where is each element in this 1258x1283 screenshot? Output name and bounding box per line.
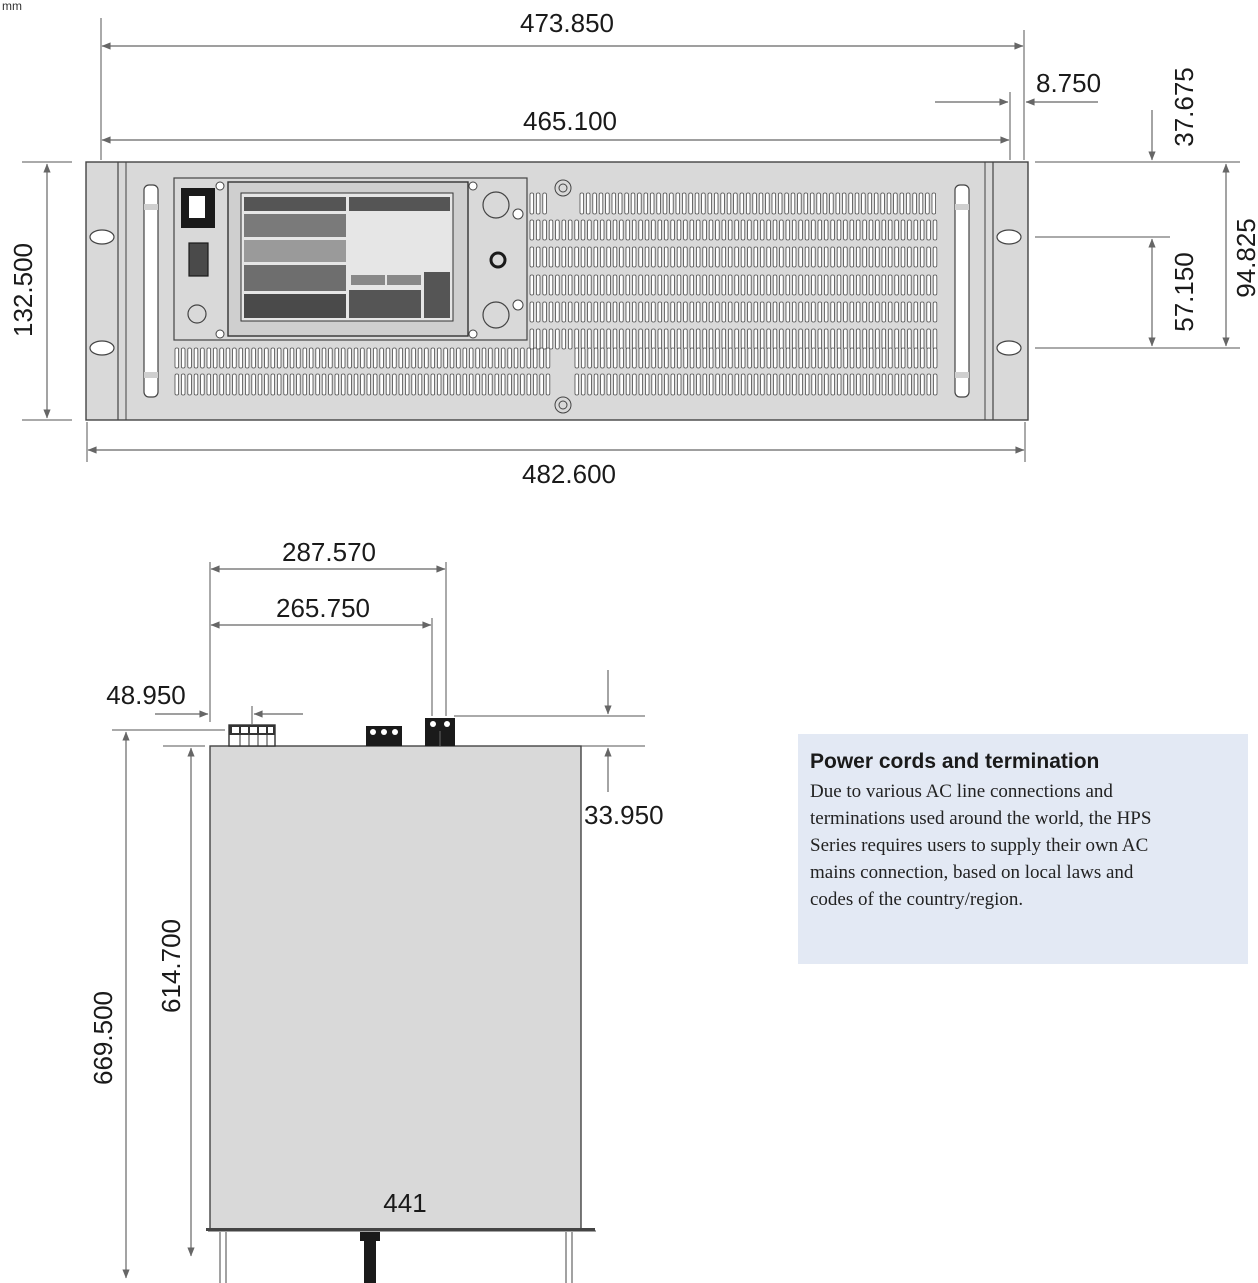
rotary-knob	[489, 251, 507, 269]
note-title: Power cords and termination	[810, 750, 1100, 773]
note-box: Power cords and termination Due to vario…	[798, 734, 1248, 964]
dim-width-b: 265.750	[276, 593, 370, 623]
ac-input-terminal	[425, 718, 455, 746]
usb-port	[188, 242, 209, 277]
dim-rack-width: 482.600	[522, 459, 616, 489]
front-view: 473.850 465.100 8.750 37.675 132.500 94.…	[8, 8, 1258, 489]
dimension-lines	[122, 565, 612, 1279]
interface-connector	[366, 726, 402, 746]
sense-connector	[228, 724, 276, 747]
dim-connector-height: 33.950	[584, 800, 664, 830]
left-handle	[143, 184, 159, 398]
rack-hole	[996, 340, 1022, 356]
chassis-body	[209, 745, 582, 1231]
display-screen	[227, 181, 469, 337]
dimension-lines	[43, 42, 1230, 454]
rack-hole	[89, 340, 115, 356]
dim-left-offset: 48.950	[106, 680, 186, 710]
unit-label: mm	[2, 0, 22, 13]
dim-overall-width: 473.850	[520, 8, 614, 38]
rack-hole	[89, 229, 115, 245]
dim-body-depth: 614.700	[156, 919, 186, 1013]
dim-width-a: 287.570	[282, 537, 376, 567]
dim-panel-height: 132.500	[8, 243, 38, 337]
extension-lines	[22, 18, 1240, 462]
right-handle	[954, 184, 970, 398]
front-flange	[206, 1228, 595, 1231]
extension-lines	[112, 562, 645, 747]
dim-mount-span: 94.825	[1231, 218, 1258, 298]
dim-body-width: 441	[383, 1188, 426, 1218]
dim-overall-depth: 669.500	[88, 991, 118, 1085]
control-panel	[173, 177, 528, 341]
vent-grille	[174, 192, 938, 396]
rack-hole	[996, 229, 1022, 245]
top-view: 287.570 265.750 48.950 33.950 669.500 61…	[88, 537, 664, 1283]
front-knob-stem	[364, 1241, 376, 1283]
dim-top-offset: 37.675	[1169, 67, 1199, 147]
dim-inner-width: 465.100	[523, 106, 617, 136]
dim-ear-offset: 8.750	[1036, 68, 1101, 98]
dim-hole-spacing: 57.150	[1169, 252, 1199, 332]
note-text: Due to various AC line connections and t…	[810, 781, 1152, 910]
